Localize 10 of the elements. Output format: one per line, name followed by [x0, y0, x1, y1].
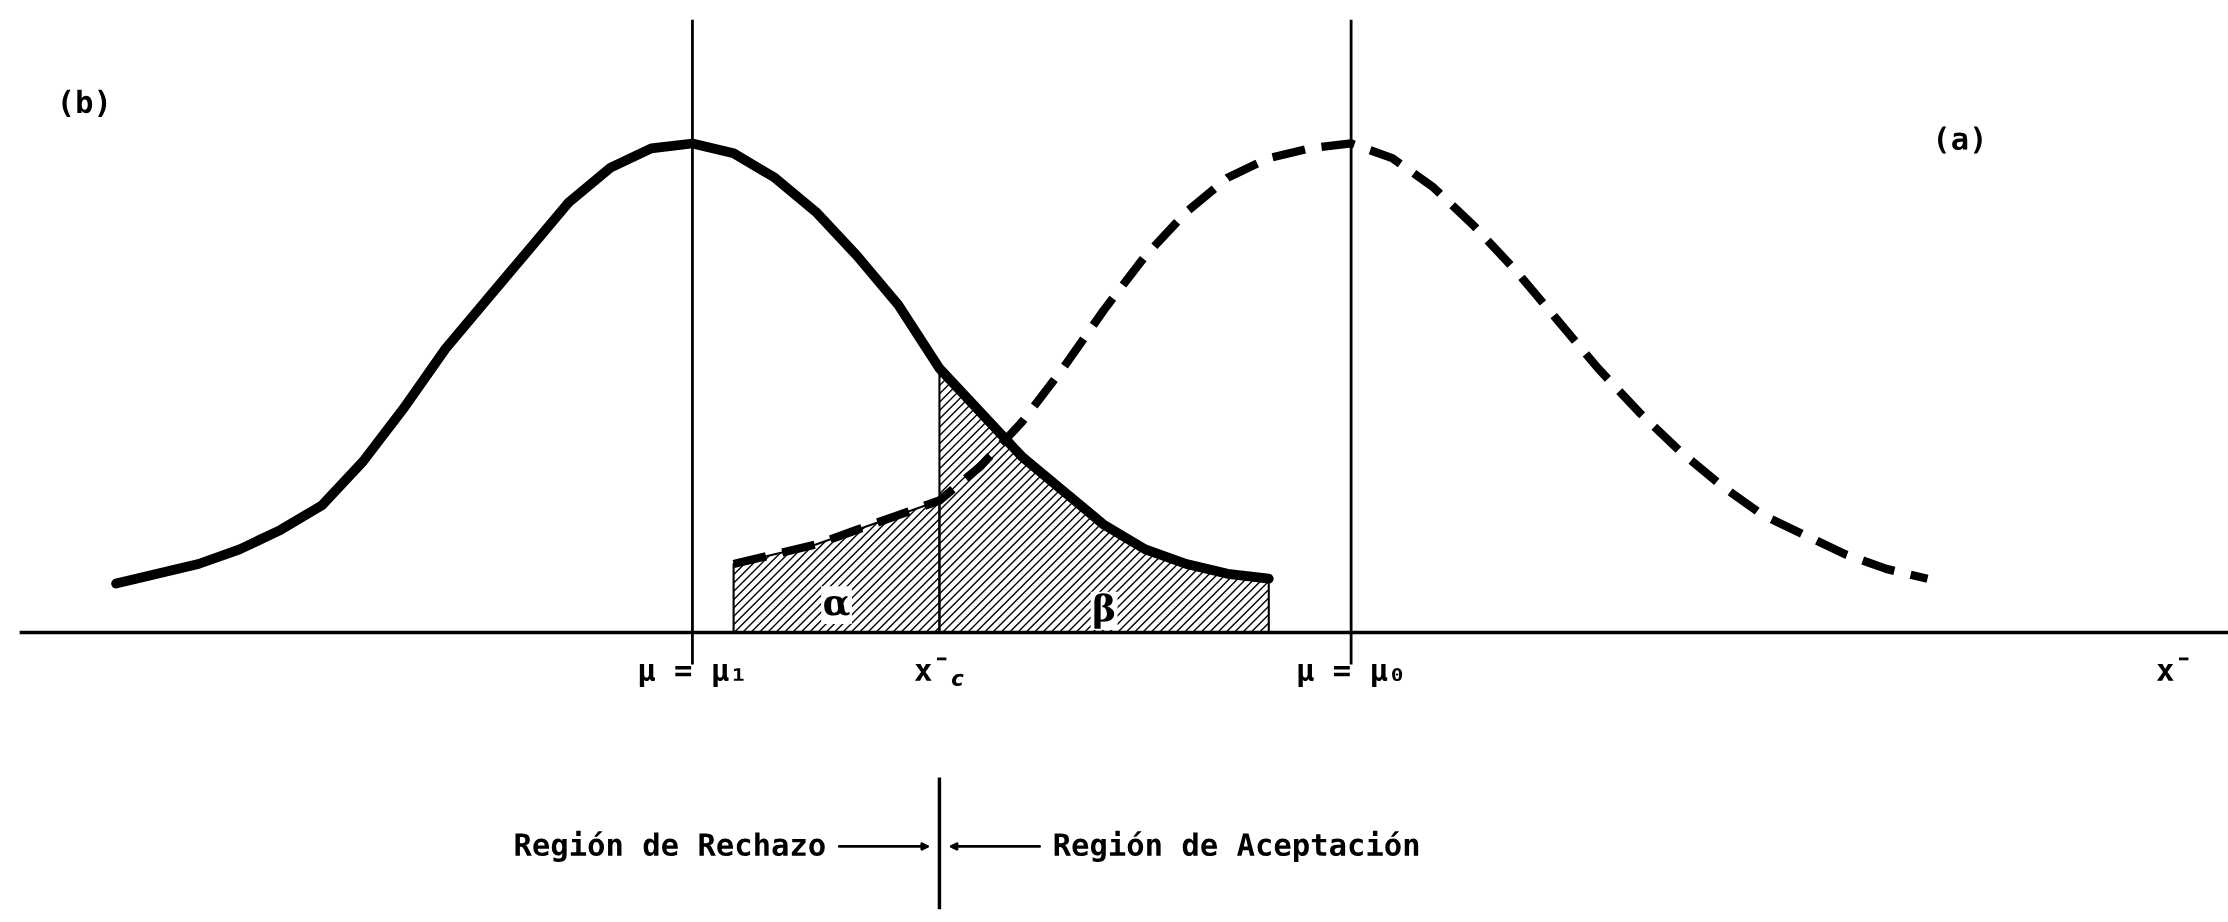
- text: Región de Aceptación: [1054, 830, 1419, 863]
- x-tick-label: x̄: [2156, 657, 2189, 681]
- text: Región de Rechazo: [515, 830, 825, 862]
- x-tick-label: μ = μ₀: [1298, 663, 1403, 688]
- annotation: α: [824, 595, 850, 616]
- text: (b): [62, 89, 107, 117]
- x-tick-label: μ = μ₁: [639, 663, 744, 688]
- annotation: (a): [1938, 126, 1982, 154]
- x-tick-label: x̄$_{c}$: [914, 657, 964, 687]
- annotation: β: [1094, 593, 1115, 629]
